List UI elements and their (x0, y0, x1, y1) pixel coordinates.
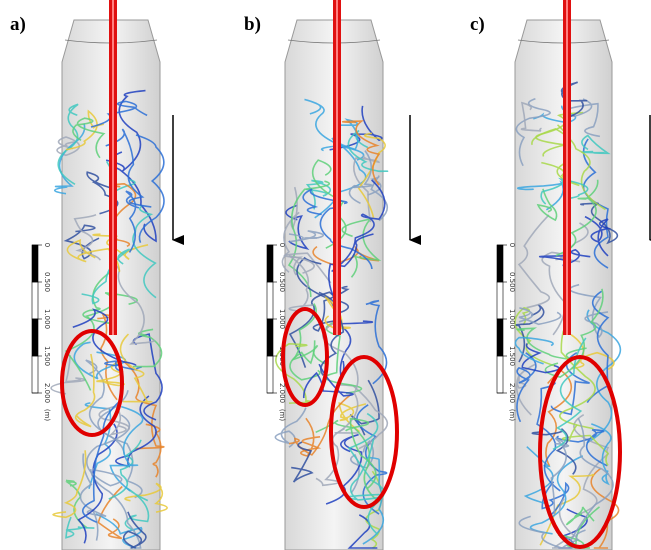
scale-segment (267, 245, 273, 282)
feed-pipe-core (336, 0, 338, 335)
scale-label: 0.500 (508, 272, 516, 292)
scale-unit: (m) (43, 409, 51, 422)
scale-label: 1.000 (278, 309, 286, 329)
scale-segment (32, 245, 38, 282)
scale-segment (497, 356, 503, 393)
feed-pipe-core (566, 0, 568, 335)
scale-label: 1.500 (43, 346, 51, 366)
scale-label: 0 (43, 243, 51, 247)
scale-segment (267, 356, 273, 393)
scale-unit: (m) (278, 409, 286, 422)
panel-label: a) (10, 14, 26, 35)
scale-label: 0.500 (278, 272, 286, 292)
scale-label: 2.000 (508, 383, 516, 403)
panel-label: c) (470, 14, 485, 35)
scale-segment (497, 282, 503, 319)
scale-segment (497, 319, 503, 356)
panel-label: b) (244, 14, 261, 35)
scale-label: 0.500 (43, 272, 51, 292)
panel: a) 0 0.500 1.000 1.500 2.000 (m) (10, 0, 173, 550)
feed-pipe-core (112, 0, 114, 335)
scale-segment (32, 319, 38, 356)
scale-segment (267, 319, 273, 356)
scale-unit: (m) (508, 409, 516, 422)
scale-segment (267, 282, 273, 319)
scale-label: 0 (278, 243, 286, 247)
scale-segment (497, 245, 503, 282)
figure: a) 0 0.500 1.000 1.500 2.000 (m) b) 0 0.500 1.000 1… (0, 0, 651, 550)
scale-label: 2.000 (278, 383, 286, 403)
scale-label: 1.000 (43, 309, 51, 329)
scale-segment (32, 356, 38, 393)
scale-segment (32, 282, 38, 319)
panel: c) 0 0.500 1.000 1.500 2.000 (m) (470, 0, 650, 550)
scale-label: 2.000 (43, 383, 51, 403)
scale-label: 1.000 (508, 309, 516, 329)
scale-label: 1.500 (508, 346, 516, 366)
scale-label: 0 (508, 243, 516, 247)
